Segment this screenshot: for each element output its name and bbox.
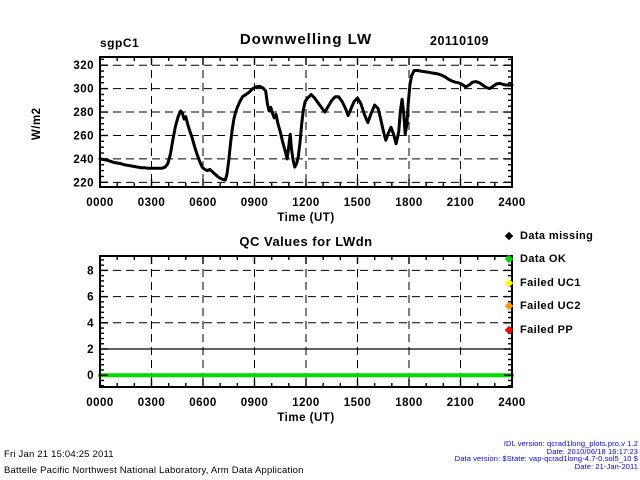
x-tick-label: 1800 (395, 197, 423, 209)
y-tick-label: 6 (87, 292, 94, 304)
x-tick-label: 2400 (498, 197, 526, 209)
process-date-line: Date: 21-Jan-2011 (574, 461, 638, 471)
diamond-marker-icon (504, 254, 514, 264)
x-tick-label: 0600 (189, 197, 217, 209)
legend-item-failed-uc1: Failed UC1 (504, 276, 593, 289)
x-tick-label: 0300 (138, 397, 166, 409)
qc-legend: Data missing Data OK Failed UC1 Failed U… (504, 229, 594, 348)
plot-date-label: 20110109 (430, 34, 489, 48)
legend-item-failed-pp: Failed PP (504, 323, 593, 336)
y-tick-label: 4 (87, 318, 94, 330)
x-tick-label: 1500 (344, 397, 372, 409)
lw-plot: 0000 0300 0600 0900 1200 1500 1800 2100 2400 220 2… (31, 56, 526, 224)
y-tick-label: 300 (73, 84, 94, 96)
x-tick-label: 1500 (344, 197, 372, 209)
diamond-marker-icon (504, 231, 514, 240)
legend-label: Failed UC1 (520, 276, 581, 289)
series-lwdn-downwelling-longwave-irradiance (98, 69, 514, 182)
legend-item-failed-uc2: Failed UC2 (504, 300, 593, 312)
x-tick-label: 1200 (292, 197, 320, 209)
idl-date-line: Date: 2010/06/18 16:17:23 (546, 446, 638, 456)
y-tick-label: 0 (87, 370, 94, 382)
x-tick-label: 2400 (498, 397, 526, 409)
page-title: Downwelling LW (239, 31, 373, 48)
y-tick-label: 2 (87, 344, 94, 356)
x-tick-label: 2100 (447, 197, 475, 209)
x-tick-label: 0000 (86, 397, 114, 409)
x-tick-label: 1200 (292, 397, 320, 409)
site-facility-label: sgpC1 (100, 36, 140, 50)
legend-item-data-ok: Data OK (504, 253, 593, 265)
x-axis-label: Time (UT) (277, 412, 334, 424)
creation-timestamp: Fri Jan 21 15:04:25 2011 (4, 449, 114, 460)
y-tick-label: 260 (73, 130, 94, 142)
idl-version-line: IDL version: qcrad1long_plots.pro,v 1.2 (503, 439, 638, 448)
y-tick-label: 240 (73, 154, 94, 166)
data-version-line: Data version: $State: vap-qcrad1long-4.7… (454, 454, 638, 464)
legend-label: Data OK (520, 253, 567, 265)
version-info-block: IDL version: qcrad1long_plots.pro,v 1.2 … (308, 440, 638, 470)
x-tick-label: 2100 (447, 397, 475, 409)
y-axis-label: W/m2 (31, 107, 43, 140)
x-tick-label: 0300 (138, 197, 166, 209)
legend-label: Failed UC2 (520, 300, 581, 312)
x-tick-label: 0000 (86, 197, 114, 209)
legend-label: Data missing (520, 229, 594, 242)
qc-plot: 0000 0300 0600 0900 1200 1500 1800 2100 2400 0 2 4 6… (86, 255, 526, 424)
diamond-marker-icon (504, 278, 514, 287)
organization-label: Battelle Pacific Northwest National Labo… (4, 465, 304, 476)
diamond-marker-icon (504, 325, 514, 334)
y-tick-label: 220 (73, 177, 94, 189)
legend-item-data-missing: Data missing (504, 229, 594, 242)
x-tick-label: 0600 (189, 397, 217, 409)
y-tick-label: 280 (73, 107, 94, 119)
legend-label: Failed PP (520, 323, 574, 336)
x-axis-label: Time (UT) (277, 212, 334, 224)
y-tick-label: 320 (73, 60, 94, 72)
x-tick-label: 0900 (241, 197, 269, 209)
qc-plot-title: QC Values for LWdn (239, 234, 373, 249)
x-tick-label: 1800 (395, 397, 423, 409)
x-tick-label: 0900 (241, 397, 269, 409)
diamond-marker-icon (504, 301, 514, 311)
y-tick-label: 8 (87, 265, 94, 277)
